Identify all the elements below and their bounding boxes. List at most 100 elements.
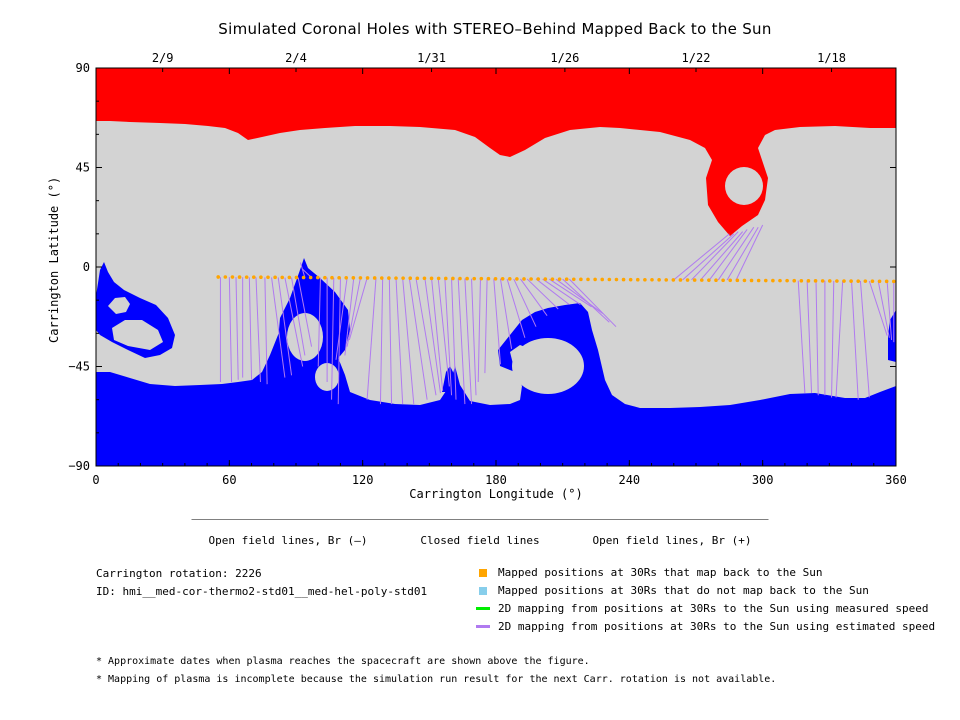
mapped-point — [500, 277, 505, 281]
closed-island-west-2 — [112, 320, 163, 350]
mapping-line — [471, 278, 477, 396]
y-tick-label: 45 — [76, 161, 90, 175]
mapping-line — [735, 224, 764, 281]
mapped-point — [543, 277, 548, 281]
mapped-point — [415, 276, 420, 281]
mapping-line — [344, 277, 355, 356]
colorbar-label-negative: Open field lines, Br (–) — [208, 534, 368, 547]
mapping-line — [277, 277, 293, 376]
mapping-line — [568, 278, 617, 328]
mapping-line — [526, 278, 559, 310]
mapped-point — [230, 275, 235, 279]
mapped-point — [614, 277, 619, 282]
mapped-point — [692, 278, 697, 282]
mapped-point — [330, 275, 334, 280]
mapped-point — [657, 278, 661, 282]
closed-island-west-1 — [108, 297, 130, 314]
mapped-point — [337, 275, 341, 280]
mapped-point — [856, 279, 861, 283]
mapped-point — [771, 278, 775, 283]
mapped-point — [401, 276, 405, 280]
x-tick-label: 0 — [92, 473, 99, 487]
mapped-point — [536, 277, 541, 281]
mapped-point — [515, 277, 519, 281]
mapping-line — [451, 278, 457, 400]
estimated-speed-mapping-lines — [219, 224, 895, 405]
mapped-point — [884, 279, 889, 284]
legend-swatch-estimated — [476, 625, 490, 628]
mapping-line — [700, 231, 744, 281]
mapped-point — [443, 276, 448, 281]
mapping-line — [542, 278, 581, 306]
mapping-line — [346, 277, 361, 347]
mapping-line — [464, 278, 473, 405]
mapping-line — [379, 278, 384, 405]
top-date-label: 2/4 — [285, 51, 307, 65]
mapped-point — [891, 279, 896, 284]
mapped-point — [387, 276, 391, 280]
mapped-point — [486, 276, 491, 281]
closed-island-north — [725, 167, 763, 205]
mapping-line — [493, 278, 501, 365]
mapped-point — [280, 275, 285, 280]
mapped-point — [344, 275, 349, 280]
mapping-line — [806, 280, 813, 394]
mapped-point — [287, 275, 292, 280]
mapped-point — [266, 275, 270, 280]
mapping-line — [317, 277, 321, 367]
mapping-line — [868, 280, 888, 336]
mapping-line — [682, 233, 735, 281]
mapped-point — [259, 275, 263, 280]
mapped-point — [301, 275, 306, 280]
mapped-point — [315, 275, 320, 280]
y-axis-label: Carrington Latitude (°) — [47, 176, 61, 343]
mapped-point — [557, 277, 562, 281]
mapped-point — [294, 275, 299, 280]
mapped-point — [458, 276, 462, 281]
mapping-line — [408, 278, 428, 400]
mapped-point — [820, 279, 825, 283]
mapping-line — [835, 280, 844, 398]
mapping-line — [831, 280, 835, 398]
mapped-point — [493, 276, 498, 281]
mapping-line — [366, 278, 377, 400]
mapping-line — [555, 278, 603, 314]
colorbar-label-positive: Open field lines, Br (+) — [592, 534, 752, 547]
run-id: ID: hmi__med-cor-thermo2-std01__med-hel-… — [96, 585, 428, 598]
mapped-point — [721, 278, 725, 283]
mapped-point — [394, 276, 398, 280]
axes: 0 60 120 180 240 300 360 90 45 0 −45 −90 2/9 2/4 1/31 1… — [68, 51, 907, 487]
mapped-point — [635, 277, 640, 282]
top-date-label: 1/26 — [550, 51, 579, 65]
mapping-line — [248, 277, 253, 380]
mapped-point — [472, 276, 477, 281]
x-tick-label: 120 — [352, 473, 374, 487]
mapped-point — [223, 275, 228, 279]
mapping-line — [284, 277, 304, 367]
mapped-point — [351, 276, 356, 280]
mapping-line — [484, 278, 488, 374]
mapping-line — [335, 277, 348, 360]
mapping-line — [477, 278, 481, 382]
mapped-point — [365, 276, 370, 280]
mapping-line — [388, 278, 393, 405]
mapping-line — [424, 278, 441, 394]
mapped-point — [728, 278, 733, 283]
mapped-point — [251, 275, 256, 279]
mapped-point — [835, 279, 839, 283]
mapped-point — [408, 276, 413, 281]
mapped-point — [714, 278, 718, 283]
mapped-point — [479, 276, 484, 281]
note-incomplete: * Mapping of plasma is incomplete becaus… — [96, 674, 777, 685]
mapping-line — [337, 277, 341, 405]
mapped-point — [379, 276, 384, 280]
mapped-point — [749, 278, 754, 283]
mapped-point — [628, 277, 633, 282]
mapping-line — [535, 278, 570, 305]
mapping-line — [815, 280, 819, 396]
mapped-point — [507, 277, 512, 281]
top-date-label: 1/31 — [417, 51, 446, 65]
legend-swatch-mapped — [479, 569, 487, 577]
mapped-point — [244, 275, 249, 279]
y-tick-label: 90 — [76, 61, 90, 75]
